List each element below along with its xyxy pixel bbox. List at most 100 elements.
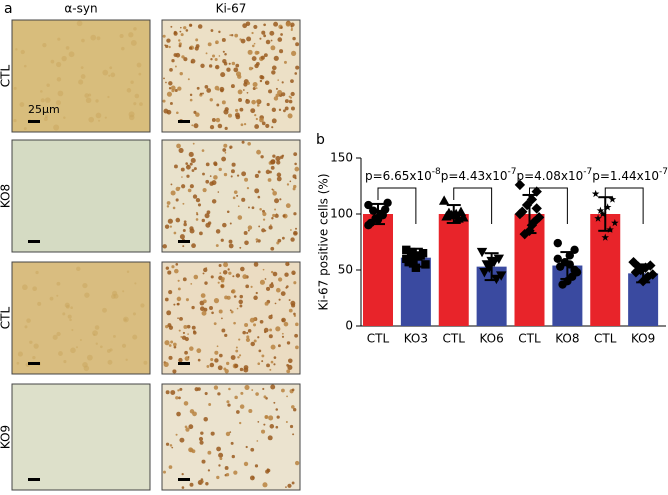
- data-point: [364, 200, 373, 210]
- stained-nucleus: [293, 281, 297, 285]
- texture: [53, 124, 60, 131]
- texture: [78, 79, 84, 85]
- stained-nucleus: [232, 196, 236, 200]
- stained-nucleus: [215, 42, 218, 44]
- stained-nucleus: [247, 225, 253, 230]
- texture: [136, 62, 142, 68]
- p-value-exponent: -7: [508, 167, 517, 177]
- stained-nucleus: [173, 231, 177, 235]
- stained-nucleus: [188, 46, 193, 50]
- stained-nucleus: [174, 88, 178, 93]
- stained-nucleus: [221, 277, 225, 281]
- stained-nucleus: [177, 279, 180, 282]
- significance-bracket: [453, 187, 493, 224]
- stained-nucleus: [250, 447, 255, 452]
- texture: [37, 301, 42, 306]
- data-point: [479, 268, 490, 278]
- stained-nucleus: [185, 162, 188, 165]
- stained-nucleus: [245, 98, 248, 102]
- stained-nucleus: [252, 82, 258, 88]
- stained-nucleus: [202, 299, 207, 304]
- stained-nucleus: [165, 442, 170, 446]
- bar: [438, 214, 469, 326]
- texture: [128, 111, 135, 118]
- stained-nucleus: [269, 368, 272, 371]
- stained-nucleus: [265, 286, 271, 291]
- stained-nucleus: [260, 55, 265, 60]
- texture: [128, 32, 134, 38]
- texture: [95, 342, 98, 345]
- texture: [84, 292, 90, 298]
- stained-nucleus: [188, 447, 193, 453]
- stained-nucleus: [225, 431, 231, 437]
- stained-nucleus: [215, 229, 221, 234]
- stained-nucleus: [217, 281, 220, 284]
- stained-nucleus: [214, 358, 219, 363]
- stained-nucleus: [238, 97, 243, 102]
- stained-nucleus: [236, 307, 239, 310]
- stained-nucleus: [248, 66, 253, 71]
- stained-nucleus: [175, 217, 181, 223]
- stained-nucleus: [165, 44, 169, 49]
- texture: [23, 127, 27, 131]
- texture: [68, 51, 75, 58]
- stained-nucleus: [170, 190, 176, 196]
- data-point: [531, 186, 542, 197]
- stained-nucleus: [276, 176, 282, 182]
- stained-nucleus: [291, 303, 296, 308]
- stained-nucleus: [226, 210, 230, 214]
- stained-nucleus: [179, 437, 185, 443]
- stained-nucleus: [175, 198, 179, 202]
- stained-nucleus: [261, 354, 265, 358]
- stained-nucleus: [162, 99, 166, 103]
- x-tick-label: CTL: [518, 332, 541, 346]
- stained-nucleus: [218, 464, 221, 467]
- significance-bracket: [604, 187, 644, 224]
- stained-nucleus: [180, 335, 183, 338]
- stained-nucleus: [210, 58, 213, 61]
- texture: [80, 66, 84, 70]
- stained-nucleus: [284, 272, 289, 277]
- stained-nucleus: [168, 355, 173, 360]
- texture: [32, 356, 36, 360]
- micrograph: [161, 19, 301, 133]
- stained-nucleus: [222, 58, 227, 64]
- stained-nucleus: [277, 238, 282, 243]
- stained-nucleus: [261, 121, 266, 126]
- stained-nucleus: [219, 86, 225, 92]
- stained-nucleus: [257, 336, 260, 339]
- stained-nucleus: [224, 466, 229, 470]
- column-header: α-syn: [64, 2, 97, 16]
- texture: [113, 334, 116, 338]
- stained-nucleus: [238, 354, 242, 357]
- stained-nucleus: [264, 301, 269, 306]
- stained-nucleus: [189, 162, 193, 166]
- stained-nucleus: [254, 464, 259, 468]
- texture: [49, 296, 54, 301]
- stained-nucleus: [216, 475, 220, 480]
- texture: [46, 83, 50, 87]
- stained-nucleus: [288, 95, 291, 98]
- stained-nucleus: [261, 30, 266, 35]
- stained-nucleus: [210, 29, 214, 32]
- texture: [67, 314, 72, 319]
- stained-nucleus: [224, 151, 227, 154]
- stained-nucleus: [233, 295, 237, 298]
- stained-nucleus: [231, 454, 235, 459]
- texture: [121, 46, 125, 51]
- texture: [93, 333, 96, 336]
- stained-nucleus: [200, 478, 204, 481]
- data-point: [364, 221, 373, 230]
- x-tick-label: KO3: [404, 332, 428, 346]
- stained-nucleus: [223, 367, 227, 371]
- texture: [75, 346, 78, 349]
- stained-nucleus: [185, 29, 189, 32]
- data-point: [416, 251, 425, 260]
- stained-nucleus: [253, 262, 259, 267]
- stained-nucleus: [195, 38, 199, 42]
- stained-nucleus: [237, 89, 243, 95]
- stained-nucleus: [281, 81, 284, 84]
- stained-nucleus: [277, 79, 279, 81]
- data-point: [594, 214, 602, 222]
- texture: [15, 48, 18, 51]
